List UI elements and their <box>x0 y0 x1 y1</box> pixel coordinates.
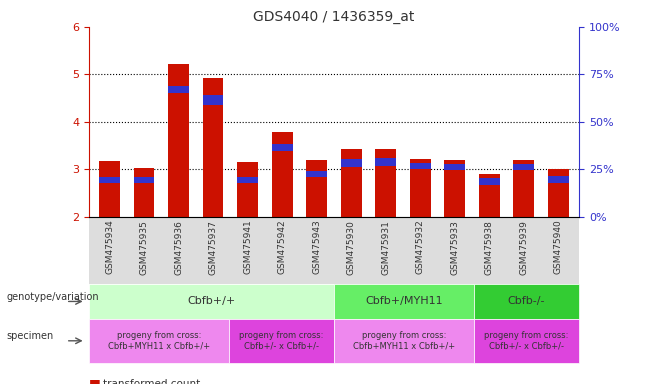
Text: ■: ■ <box>89 377 101 384</box>
Bar <box>375 149 396 217</box>
Bar <box>479 179 499 185</box>
Text: Cbfb+/+: Cbfb+/+ <box>188 296 236 306</box>
Bar <box>307 171 327 177</box>
Bar <box>513 160 534 217</box>
Text: specimen: specimen <box>7 331 54 341</box>
Text: Cbfb-/-: Cbfb-/- <box>508 296 545 306</box>
Bar <box>410 159 430 217</box>
Bar <box>203 78 224 217</box>
Text: progeny from cross:
Cbfb+MYH11 x Cbfb+/+: progeny from cross: Cbfb+MYH11 x Cbfb+/+ <box>353 331 455 351</box>
Bar <box>238 177 258 183</box>
Bar <box>168 64 189 217</box>
Text: genotype/variation: genotype/variation <box>7 292 99 302</box>
Bar <box>307 160 327 217</box>
Bar <box>548 169 569 217</box>
Bar <box>444 161 465 217</box>
Bar <box>410 163 430 169</box>
Text: Cbfb+/MYH11: Cbfb+/MYH11 <box>365 296 443 306</box>
Bar <box>513 164 534 170</box>
Text: progeny from cross:
Cbfb+MYH11 x Cbfb+/+: progeny from cross: Cbfb+MYH11 x Cbfb+/+ <box>108 331 210 351</box>
Bar <box>272 144 293 151</box>
Text: progeny from cross:
Cbfb+/- x Cbfb+/-: progeny from cross: Cbfb+/- x Cbfb+/- <box>240 331 324 351</box>
Bar <box>99 161 120 217</box>
Bar <box>341 149 361 217</box>
Bar <box>203 95 224 105</box>
Bar <box>99 177 120 183</box>
Bar <box>134 169 155 217</box>
Title: GDS4040 / 1436359_at: GDS4040 / 1436359_at <box>253 10 415 25</box>
Bar <box>341 159 361 167</box>
Bar <box>444 164 465 170</box>
Bar <box>238 162 258 217</box>
Bar <box>134 177 155 183</box>
Text: transformed count: transformed count <box>103 379 201 384</box>
Bar <box>168 86 189 93</box>
Bar <box>375 157 396 166</box>
Bar <box>272 132 293 217</box>
Bar <box>479 174 499 217</box>
Bar <box>548 176 569 183</box>
Text: progeny from cross:
Cbfb+/- x Cbfb+/-: progeny from cross: Cbfb+/- x Cbfb+/- <box>484 331 569 351</box>
